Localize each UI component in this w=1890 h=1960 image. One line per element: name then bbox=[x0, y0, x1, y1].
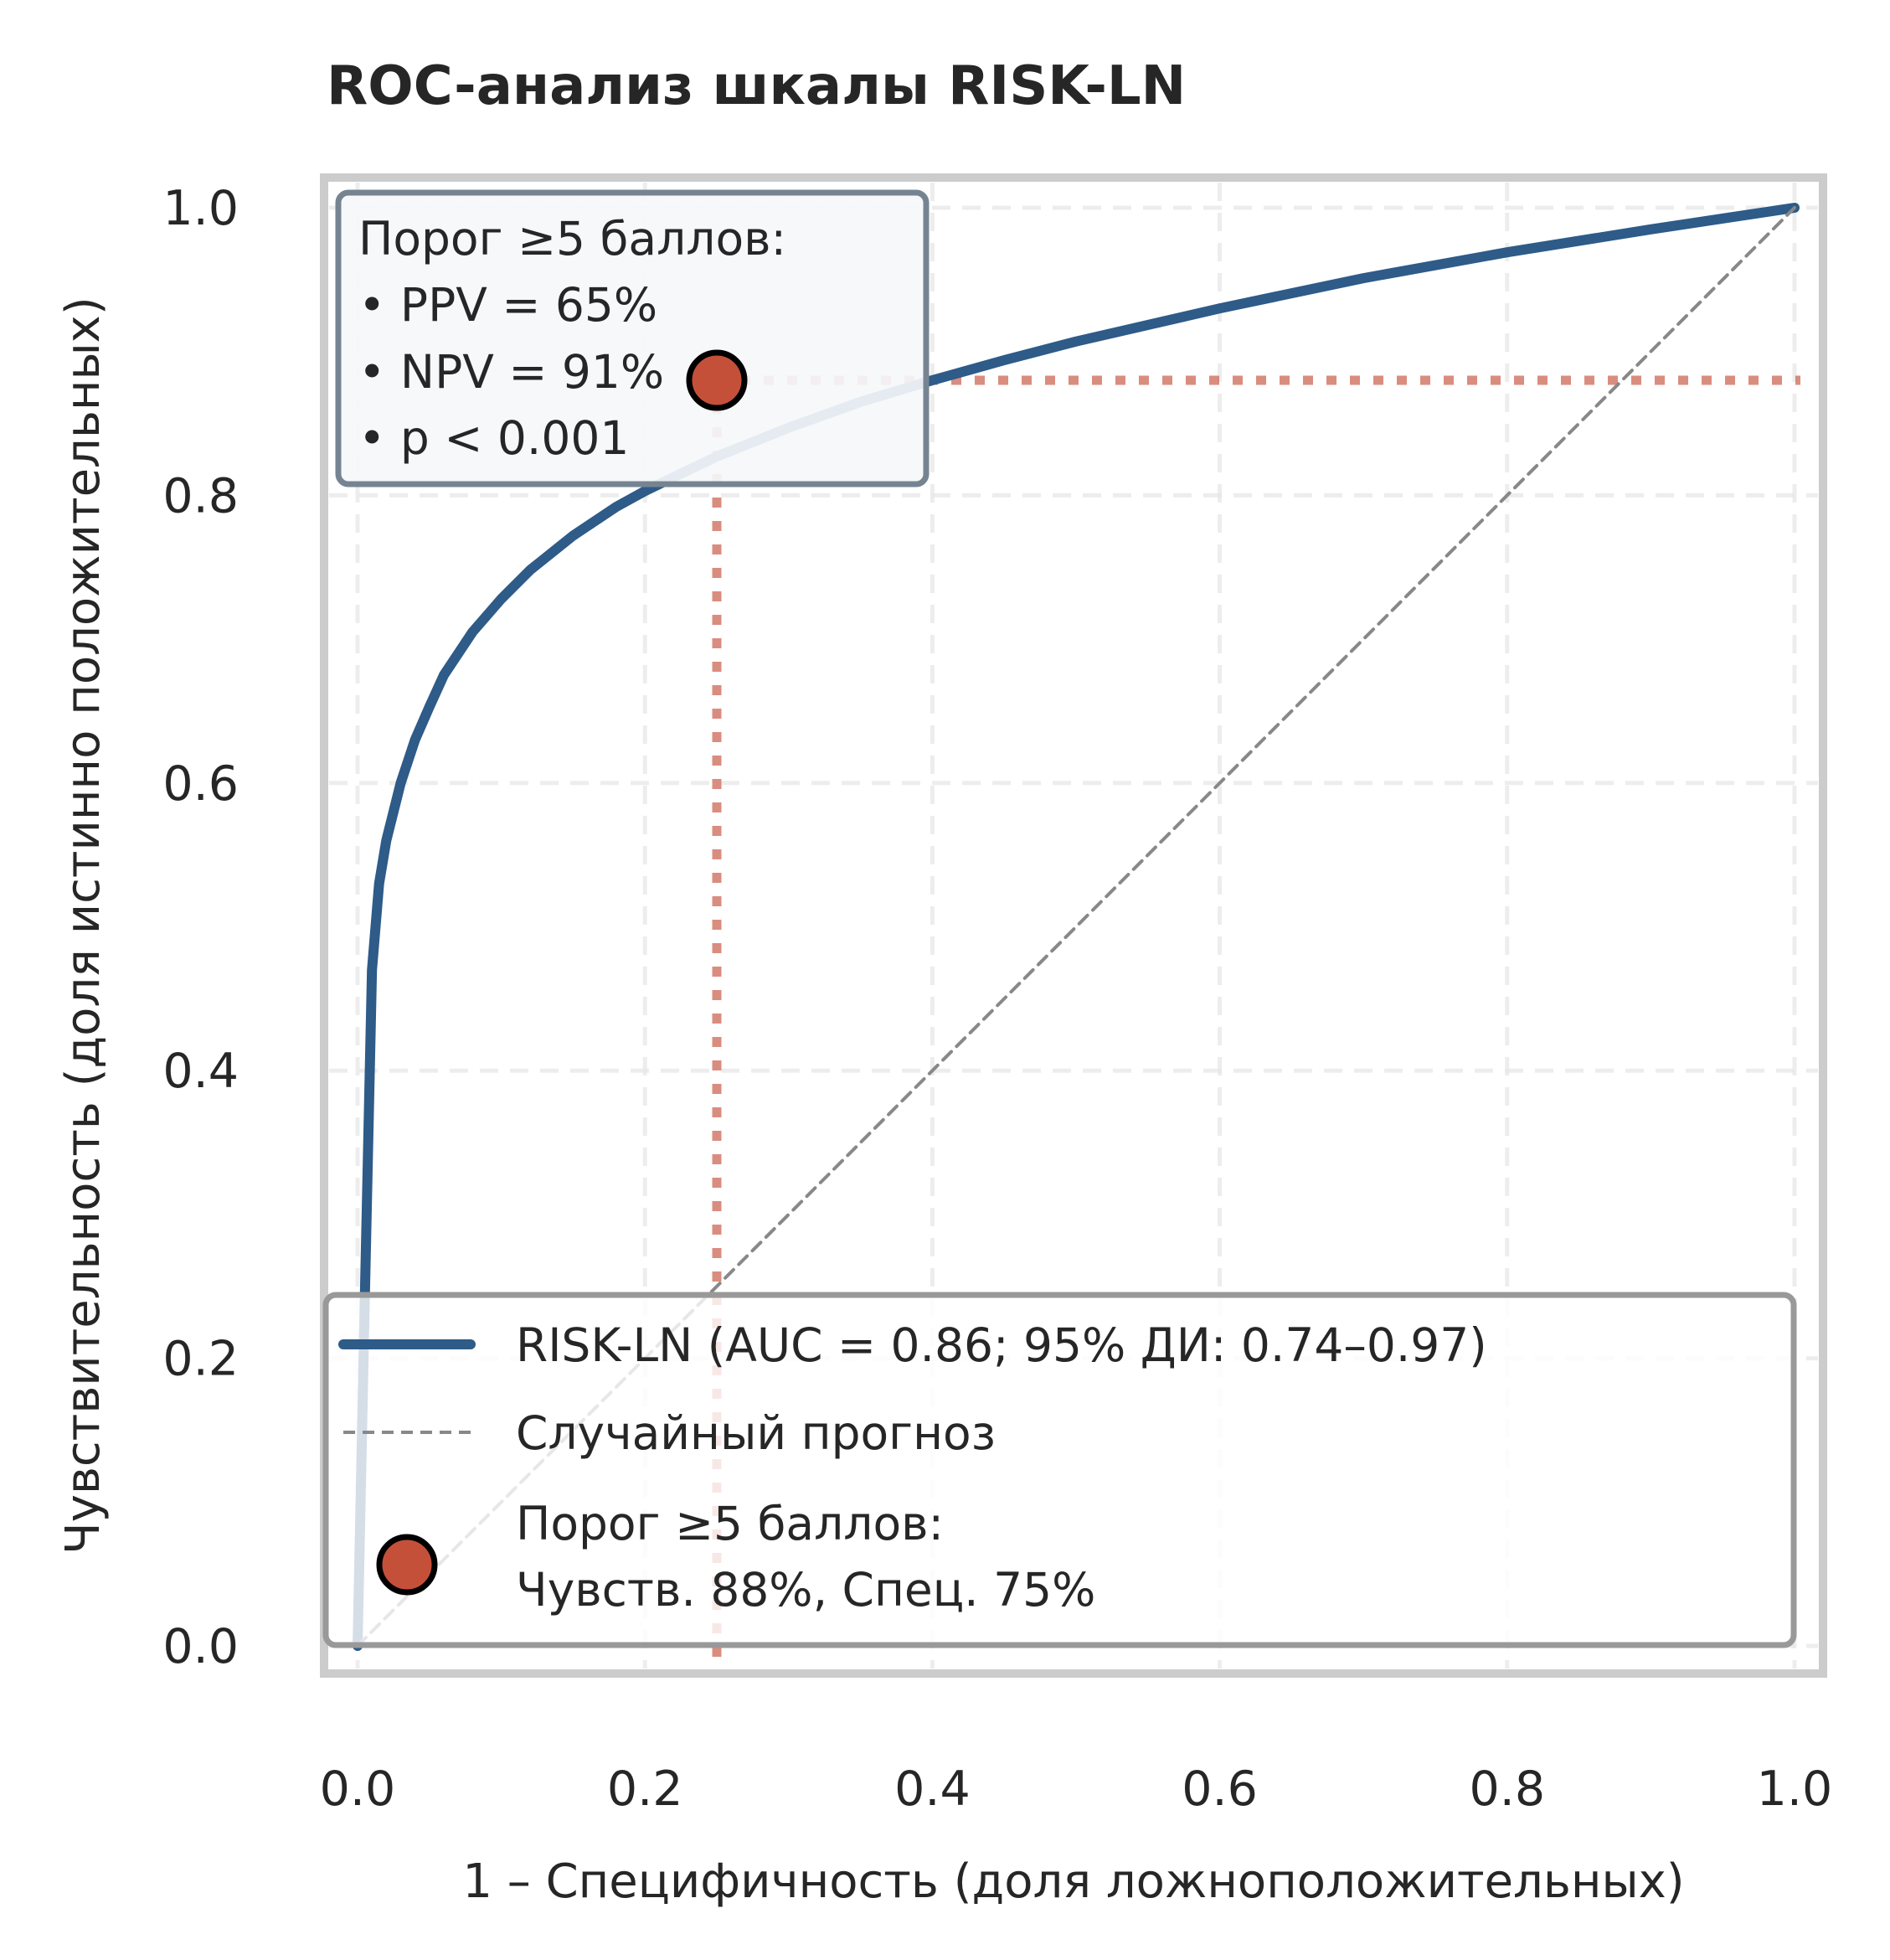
legend-label-risk-ln: RISK-LN (AUC = 0.86; 95% ДИ: 0.74–0.97) bbox=[516, 1318, 1487, 1372]
x-tick-label: 0.4 bbox=[894, 1761, 971, 1817]
y-tick-label: 0.6 bbox=[162, 756, 239, 812]
y-tick-label: 0.8 bbox=[162, 468, 239, 524]
x-tick-label: 1.0 bbox=[1757, 1761, 1833, 1817]
threshold-point-top bbox=[686, 349, 748, 411]
y-tick-label: 0.0 bbox=[162, 1619, 239, 1674]
plot-frame bbox=[320, 173, 1827, 1678]
threshold-reference-lines bbox=[712, 375, 1800, 1671]
x-tick-labels: 0.0 0.2 0.4 0.6 0.8 1.0 bbox=[320, 1761, 1833, 1817]
legend-label-random: Случайный прогноз bbox=[516, 1406, 996, 1460]
legend: RISK-LN (AUC = 0.86; 95% ДИ: 0.74–0.97) … bbox=[322, 1292, 1797, 1648]
x-tick-label: 0.8 bbox=[1469, 1761, 1545, 1817]
threshold-stats-box: Порог ≥5 баллов: • PPV = 65% • NPV = 91%… bbox=[335, 189, 930, 487]
y-tick-label: 0.2 bbox=[162, 1332, 239, 1387]
legend-label-threshold-line1: Порог ≥5 баллов: bbox=[516, 1497, 944, 1550]
y-axis-label: Чувствительность (доля истинно положител… bbox=[56, 297, 111, 1554]
annotation-line: • PPV = 65% bbox=[358, 278, 657, 332]
threshold-point bbox=[686, 349, 748, 411]
annotation-line: Порог ≥5 баллов: bbox=[358, 212, 786, 266]
y-tick-labels: 0.0 0.2 0.4 0.6 0.8 1.0 bbox=[162, 181, 239, 1674]
y-tick-label: 0.4 bbox=[162, 1044, 239, 1099]
x-tick-label: 0.2 bbox=[607, 1761, 683, 1817]
legend-label-threshold-line2: Чувств. 88%, Спец. 75% bbox=[516, 1563, 1095, 1617]
annotation-line: • p < 0.001 bbox=[358, 411, 629, 465]
legend-frame bbox=[322, 1292, 1797, 1648]
x-tick-label: 0.6 bbox=[1182, 1761, 1258, 1817]
x-axis-label: 1 – Специфичность (доля ложноположительн… bbox=[462, 1854, 1684, 1909]
chart-title: ROC-анализ шкалы RISK-LN bbox=[327, 55, 1186, 117]
roc-curve-risk-ln bbox=[353, 203, 1800, 1651]
legend-swatch-threshold bbox=[376, 1534, 438, 1596]
threshold-stats-box-frame bbox=[335, 189, 930, 487]
y-tick-label: 1.0 bbox=[162, 181, 239, 236]
annotation-line: • NPV = 91% bbox=[358, 345, 664, 399]
x-tick-label: 0.0 bbox=[320, 1761, 396, 1817]
